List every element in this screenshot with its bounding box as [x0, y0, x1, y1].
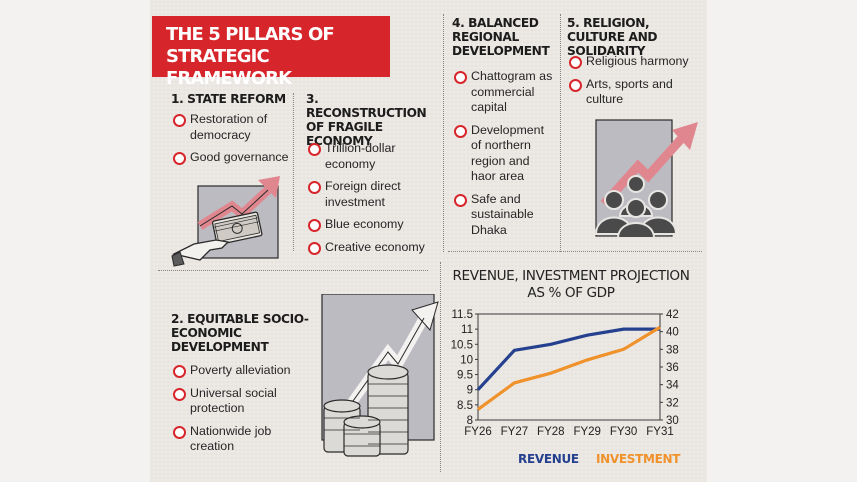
list-item: Good governance — [171, 150, 291, 166]
y-right-tick-label: 40 — [666, 327, 679, 339]
y-right-tick-label: 38 — [666, 344, 679, 356]
x-tick-label: FY31 — [646, 426, 674, 438]
pillar-4-list: Chattogram as commercial capital Develop… — [452, 69, 556, 245]
y-left-tick-label: 10 — [460, 354, 473, 366]
people-arrow-icon — [594, 119, 698, 239]
pillar-1-list: Restoration of democracy Good governance — [171, 112, 291, 173]
y-left-tick-label: 11 — [461, 324, 473, 336]
x-tick-label: FY27 — [501, 426, 529, 438]
list-item: Development of northern region and haor … — [452, 123, 556, 185]
coins-arrow-icon — [321, 294, 439, 457]
divider — [448, 251, 702, 252]
y-left-tick-label: 8 — [467, 415, 473, 427]
pillar-2-heading: 2. EQUITABLE SOCIO-ECONOMIC DEVELOPMENT — [171, 312, 309, 354]
line-chart: 8 8.5 9 9.5 10 10.5 11 11.5 30 32 34 36 38 40 42 FY26 FY… — [451, 309, 680, 438]
pillar-5-heading: 5. RELIGION, CULTURE AND SOLIDARITY — [567, 16, 658, 58]
list-item: Poverty alleviation — [171, 363, 306, 379]
y-left-tick-label: 9.5 — [457, 370, 473, 382]
chart-title: REVENUE, INVESTMENT PROJECTION AS % OF G… — [452, 268, 690, 301]
legend-investment: INVESTMENT — [596, 452, 681, 466]
list-item: Arts, sports and culture — [567, 77, 705, 108]
pillar-2-list: Poverty alleviation Universal social pro… — [171, 363, 306, 462]
x-tick-label: FY28 — [537, 426, 565, 438]
series-line-investment — [477, 325, 661, 411]
y-left-tick-label: 8.5 — [457, 400, 473, 412]
y-right-tick-label: 42 — [666, 309, 679, 321]
page-title: THE 5 PILLARS OF STRATEGIC FRAMEWORK — [152, 16, 390, 89]
y-right-tick-label: 34 — [666, 380, 679, 392]
list-item: Safe and sustainable Dhaka — [452, 192, 556, 239]
divider — [158, 270, 428, 271]
list-item: Blue economy — [306, 217, 441, 233]
y-left-tick-label: 9 — [467, 385, 473, 397]
pillar-4-heading: 4. BALANCED REGIONAL DEVELOPMENT — [452, 16, 550, 58]
y-left-tick-label: 11.5 — [451, 309, 473, 321]
series-line-revenue — [476, 327, 660, 391]
x-tick-label: FY29 — [573, 426, 601, 438]
infographic: THE 5 PILLARS OF STRATEGIC FRAMEWORK 1. … — [150, 0, 707, 482]
y-right-tick-label: 36 — [666, 362, 679, 374]
list-item: Chattogram as commercial capital — [452, 69, 556, 116]
list-item: Creative economy — [306, 240, 441, 256]
left-margin — [0, 0, 150, 482]
y-right-tick-label: 32 — [666, 397, 679, 409]
list-item: Restoration of democracy — [171, 112, 291, 143]
money-hand-arrow-icon — [171, 176, 280, 267]
divider — [560, 14, 561, 252]
list-item: Universal social protection — [171, 386, 306, 417]
x-tick-label: FY30 — [610, 426, 638, 438]
pillar-3-list: Trillion-dollar economy Foreign direct i… — [306, 141, 441, 262]
divider — [443, 14, 444, 252]
list-item: Trillion-dollar economy — [306, 141, 441, 172]
divider — [440, 262, 441, 472]
y-right-tick-label: 30 — [666, 415, 679, 427]
pillar-3-heading: 3. RECONSTRUCTION OF FRAGILE ECONOMY — [306, 92, 427, 148]
pillar-5-list: Religious harmony Arts, sports and cultu… — [567, 54, 705, 115]
divider — [293, 93, 294, 251]
list-item: Foreign direct investment — [306, 179, 441, 210]
right-margin — [707, 0, 857, 482]
y-left-tick-label: 10.5 — [451, 339, 473, 351]
list-item: Religious harmony — [567, 54, 705, 70]
list-item: Nationwide job creation — [171, 424, 306, 455]
x-tick-label: FY26 — [464, 426, 492, 438]
pillar-1-heading: 1. STATE REFORM — [171, 92, 286, 106]
legend-revenue: REVENUE — [518, 452, 579, 466]
